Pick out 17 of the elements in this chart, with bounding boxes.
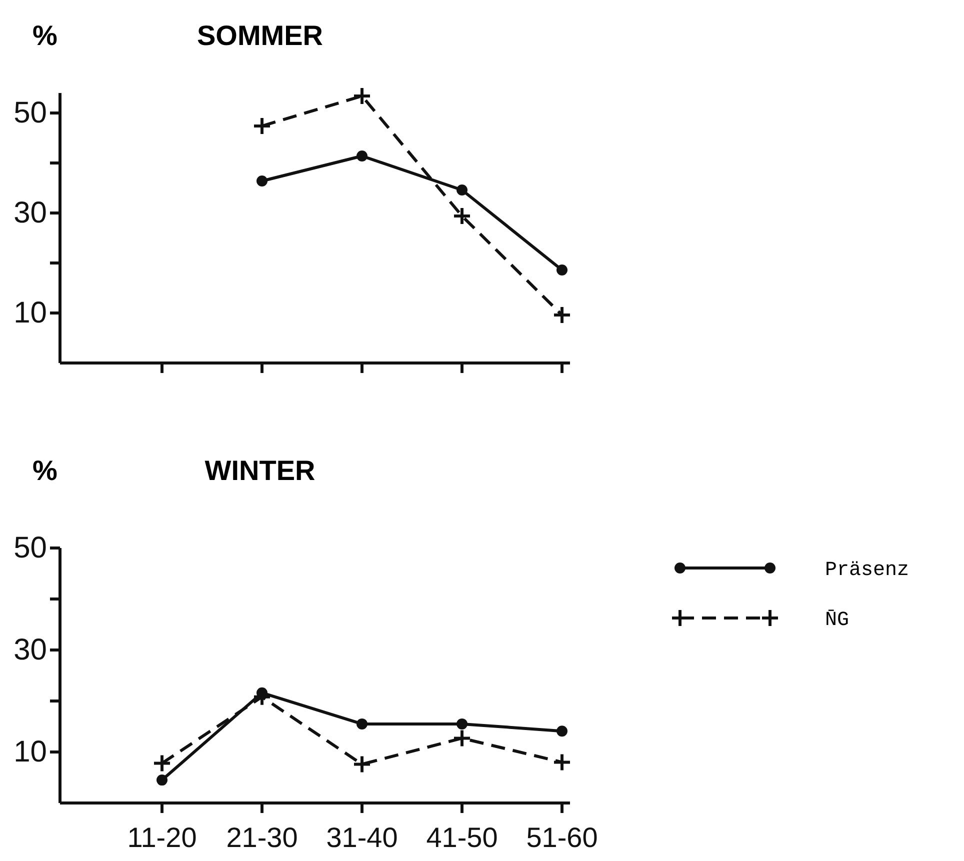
y-tick-label: 10 xyxy=(14,296,47,330)
y-tick-label: 30 xyxy=(14,634,47,667)
x-tick-label: 41-50 xyxy=(426,822,498,853)
legend-label: N̄G xyxy=(825,609,850,632)
x-tick-label: 11-20 xyxy=(127,822,197,853)
y-tick-label: 30 xyxy=(14,196,47,230)
x-tick-label: 21-30 xyxy=(226,822,298,853)
y-tick-label: 50 xyxy=(14,96,47,130)
y-tick-label: 50 xyxy=(14,532,47,565)
chart-title: SOMMER xyxy=(197,20,323,51)
x-tick-label: 51-60 xyxy=(526,822,598,853)
y-tick-label: 10 xyxy=(14,736,47,769)
y-axis-title: % xyxy=(32,20,58,51)
x-tick-label: 31-40 xyxy=(326,822,398,853)
chart-title: WINTER xyxy=(204,455,316,486)
y-axis-title: % xyxy=(32,455,58,486)
text: Präsenz xyxy=(825,559,910,582)
